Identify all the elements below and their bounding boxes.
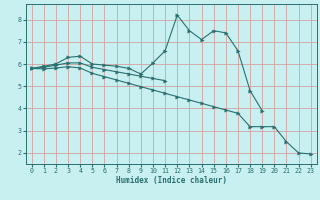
X-axis label: Humidex (Indice chaleur): Humidex (Indice chaleur) (116, 176, 227, 185)
